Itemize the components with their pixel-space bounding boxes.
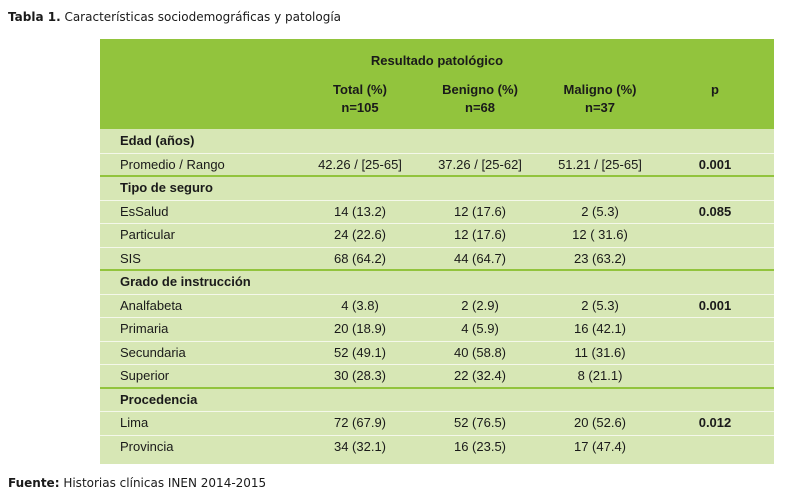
section-separator: [100, 175, 774, 177]
cell-maligno: 23 (63.2): [573, 250, 627, 266]
section-header-row: Edad (años): [100, 130, 774, 152]
column-title: Maligno (%): [563, 82, 637, 97]
section-title: Tipo de seguro: [120, 180, 213, 195]
section-title: Procedencia: [120, 391, 198, 407]
section-title: Edad (años): [120, 133, 195, 148]
table-row: Superior 30 (28.3) 22 (32.4) 8 (21.1): [100, 365, 774, 387]
caption-label: Tabla 1.: [8, 10, 61, 24]
section-header-row: Procedencia: [100, 389, 774, 411]
row-label: Secundaria: [120, 344, 186, 360]
section-separator: [100, 269, 774, 271]
row-label: Superior: [120, 368, 170, 383]
cell-p: 0.001: [698, 297, 732, 313]
column-sub: n=105: [341, 100, 379, 115]
cell-benigno: 16 (23.5): [453, 438, 507, 454]
cell-benigno: 12 (17.6): [453, 203, 507, 219]
table-row: Primaria 20 (18.9) 4 (5.9) 16 (42.1): [100, 318, 774, 340]
column-header-total: Total (%) n=105: [300, 81, 420, 117]
table-row: Particular 24 (22.6) 12 (17.6) 12 ( 31.6): [100, 224, 774, 246]
table-footer: Fuente: Historias clínicas INEN 2014-201…: [8, 476, 266, 490]
section-header-row: Grado de instrucción: [100, 271, 774, 293]
row-divider: [100, 411, 774, 412]
cell-benigno: 12 (17.6): [453, 227, 507, 242]
section-title: Grado de instrucción: [120, 274, 251, 289]
row-divider: [100, 199, 774, 201]
cell-total: 68 (64.2): [333, 250, 387, 266]
cell-total: 72 (67.9): [333, 415, 387, 430]
table-row: Lima 72 (67.9) 52 (76.5) 20 (52.6) 0.012: [100, 412, 774, 434]
cell-maligno: 12 ( 31.6): [572, 227, 628, 242]
row-divider: [100, 434, 774, 436]
row-label: SIS: [120, 250, 141, 266]
cell-total: 14 (13.2): [333, 203, 387, 219]
table-row: Promedio / Rango 42.26 / [25-65] 37.26 / […: [100, 154, 774, 176]
column-header-maligno: Maligno (%) n=37: [540, 81, 660, 117]
row-label: EsSalud: [120, 203, 169, 219]
cell-total: 4 (3.8): [341, 297, 379, 313]
cell-benigno: 22 (32.4): [453, 368, 507, 383]
cell-total: 30 (28.3): [333, 368, 387, 383]
table-row: Analfabeta 4 (3.8) 2 (2.9) 2 (5.3) 0.001: [100, 295, 774, 317]
cell-benigno: 44 (64.7): [453, 250, 507, 266]
table-row: Secundaria 52 (49.1) 40 (58.8) 11 (31.6): [100, 342, 774, 364]
cell-total: 34 (32.1): [333, 438, 387, 454]
row-label: Analfabeta: [120, 297, 183, 313]
column-title: Total (%): [333, 82, 387, 97]
row-label: Particular: [120, 227, 175, 242]
column-sub: n=37: [585, 100, 615, 115]
table-row: SIS 68 (64.2) 44 (64.7) 23 (63.2): [100, 248, 774, 270]
cell-total: 42.26 / [25-65]: [318, 156, 402, 172]
row-label: Promedio / Rango: [120, 156, 225, 172]
cell-maligno: 20 (52.6): [573, 415, 627, 430]
cell-maligno: 16 (42.1): [573, 321, 627, 336]
group-header: Resultado patológico: [370, 53, 504, 68]
row-label: Primaria: [120, 321, 169, 336]
row-label: Lima: [120, 415, 149, 430]
table-caption: Tabla 1. Características sociodemográfic…: [8, 10, 341, 24]
cell-maligno: 17 (47.4): [573, 438, 627, 454]
row-divider: [100, 293, 774, 295]
row-divider: [100, 340, 774, 342]
row-label: Provincia: [120, 438, 174, 454]
cell-maligno: 11 (31.6): [574, 344, 626, 360]
cell-benigno: 52 (76.5): [453, 415, 507, 430]
table-row: Provincia 34 (32.1) 16 (23.5) 17 (47.4): [100, 436, 774, 458]
cell-benigno: 2 (2.9): [461, 297, 499, 313]
table-body: Edad (años) Promedio / Rango 42.26 / [25-6…: [100, 129, 774, 464]
row-divider: [100, 364, 774, 365]
cell-total: 20 (18.9): [333, 321, 387, 336]
row-divider: [100, 317, 774, 318]
caption-text: Características sociodemográficas y pato…: [64, 10, 342, 24]
cell-maligno: 2 (5.3): [581, 203, 619, 219]
section-header-row: Tipo de seguro: [100, 177, 774, 199]
column-header-p: p: [660, 81, 770, 99]
cell-total: 52 (49.1): [333, 344, 387, 360]
cell-benigno: 37.26 / [25-62]: [438, 156, 522, 172]
cell-maligno: 51.21 / [25-65]: [558, 156, 642, 172]
cell-benigno: 40 (58.8): [453, 344, 507, 360]
section-separator: [100, 386, 774, 389]
table-row: EsSalud 14 (13.2) 12 (17.6) 2 (5.3) 0.085: [100, 201, 774, 223]
cell-p: 0.012: [698, 415, 732, 430]
row-divider: [100, 246, 774, 248]
column-header-benigno: Benigno (%) n=68: [420, 81, 540, 117]
cell-p: 0.001: [698, 156, 732, 172]
cell-maligno: 2 (5.3): [581, 297, 619, 313]
cell-benigno: 4 (5.9): [461, 321, 499, 336]
column-sub: n=68: [465, 100, 495, 115]
row-divider: [100, 223, 774, 224]
footer-text: Historias clínicas INEN 2014-2015: [63, 476, 267, 490]
cell-maligno: 8 (21.1): [577, 368, 623, 383]
cell-p: 0.085: [698, 203, 732, 219]
table-header: Resultado patológico Total (%) n=105 Ben…: [100, 39, 774, 129]
data-table: Resultado patológico Total (%) n=105 Ben…: [100, 39, 774, 464]
row-divider: [100, 152, 774, 154]
column-title: Benigno (%): [442, 82, 518, 97]
cell-total: 24 (22.6): [333, 227, 387, 242]
footer-label: Fuente:: [8, 476, 60, 490]
column-title: p: [711, 82, 719, 97]
